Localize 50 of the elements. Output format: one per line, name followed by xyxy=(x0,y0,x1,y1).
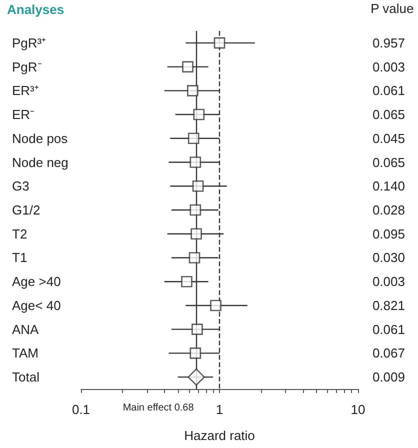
text: 0.821 xyxy=(372,298,405,313)
text: 0.067 xyxy=(372,346,405,361)
text: 0.061 xyxy=(372,322,405,337)
chart-title: Analyses xyxy=(7,2,64,17)
y-tick-label: G1/2 xyxy=(12,202,40,218)
text: 0.140 xyxy=(372,178,405,194)
point xyxy=(214,37,226,49)
point xyxy=(188,368,205,386)
ref-line-label: Main effect 0.68 xyxy=(122,402,194,414)
x-tick-label: 1 xyxy=(216,402,224,417)
point xyxy=(192,180,204,192)
text: 0.061 xyxy=(372,83,405,98)
y-tick-label: ANA xyxy=(12,322,40,337)
y-tick-label: T2 xyxy=(12,226,28,242)
y-tick-label: Age >40 xyxy=(12,274,61,290)
text: P value xyxy=(370,1,414,16)
x-tick-label: 10 xyxy=(350,402,366,417)
point xyxy=(193,108,205,120)
y-tick-label: Total xyxy=(12,370,40,385)
point xyxy=(188,132,200,144)
y-tick-label: G3 xyxy=(12,178,30,194)
point xyxy=(190,204,202,216)
point xyxy=(192,324,203,335)
point xyxy=(190,348,202,359)
y-tick-label: Age< 40 xyxy=(12,298,61,313)
y-tick-label: Node pos xyxy=(12,130,68,146)
point xyxy=(187,85,198,96)
point xyxy=(190,156,202,168)
text: 0.030 xyxy=(372,250,405,266)
text: 0.065 xyxy=(372,154,405,170)
x-axis-title: Hazard ratio xyxy=(184,428,255,443)
y-tick-label: T1 xyxy=(12,250,28,266)
text: 0.065 xyxy=(372,107,405,122)
point xyxy=(190,228,202,240)
point xyxy=(188,252,200,264)
text: 0.095 xyxy=(372,226,405,242)
text: 0.028 xyxy=(372,202,405,218)
x-tick-label: 0.1 xyxy=(72,402,90,417)
y-tick-label: TAM xyxy=(12,346,38,361)
y-tick-label: ER⁻ xyxy=(12,107,34,122)
text: 0.009 xyxy=(372,370,405,385)
y-tick-label: Node neg xyxy=(12,154,68,170)
y-tick-label: PgR⁻ xyxy=(12,59,42,74)
text: 0.045 xyxy=(372,130,405,146)
text: 0.957 xyxy=(372,35,405,50)
text: 0.003 xyxy=(372,274,405,290)
y-tick-label: ER³⁺ xyxy=(12,83,38,98)
y-tick-label: PgR³⁺ xyxy=(12,35,46,50)
point xyxy=(210,300,222,312)
text: 0.003 xyxy=(372,59,405,74)
